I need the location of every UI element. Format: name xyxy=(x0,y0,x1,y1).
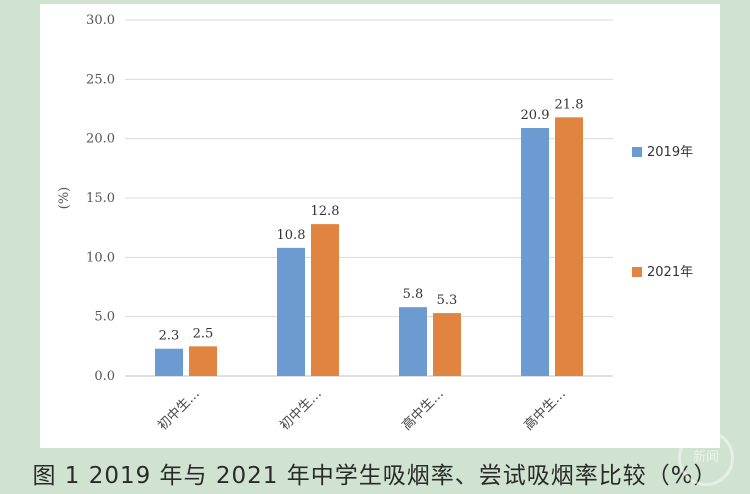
bar-series-2 xyxy=(189,346,217,376)
legend-label: 2021年 xyxy=(647,265,693,280)
watermark-logo: 新闻 xyxy=(678,430,734,486)
bar-series-2 xyxy=(555,117,583,376)
legend-swatch xyxy=(632,267,642,277)
plot-area: 0.0 5.0 10.0 15.0 20.0 25.0 30.0 (%) 2.3 2.5 初中生… 1… xyxy=(40,4,720,448)
x-category-label: 初中生… xyxy=(155,386,202,433)
data-label: 10.8 xyxy=(277,228,306,243)
y-tick-label: 20.0 xyxy=(86,132,115,147)
bar-series-2 xyxy=(311,224,339,376)
bar-series-1 xyxy=(155,348,183,376)
figure-caption: 图 1 2019 年与 2021 年中学生吸烟率、尝试吸烟率比较（%） xyxy=(32,463,718,489)
legend-label: 2019年 xyxy=(647,145,693,160)
y-axis-label: (%) xyxy=(57,187,72,210)
data-label: 5.3 xyxy=(437,293,458,308)
legend-swatch xyxy=(632,147,642,157)
bar-series-2 xyxy=(433,313,461,376)
y-tick-label: 10.0 xyxy=(86,250,115,265)
x-category-label: 高中生… xyxy=(521,386,569,434)
data-label: 5.8 xyxy=(403,287,424,302)
data-label: 12.8 xyxy=(311,204,340,219)
y-tick-label: 30.0 xyxy=(86,13,115,28)
data-label: 2.3 xyxy=(159,329,180,344)
bar-series-1 xyxy=(399,307,427,376)
y-tick-label: 5.0 xyxy=(94,310,115,325)
x-category-label: 初中生… xyxy=(277,386,324,433)
y-tick-label: 15.0 xyxy=(86,191,115,206)
y-tick-label: 0.0 xyxy=(94,369,115,384)
bar-series-1 xyxy=(521,127,549,376)
x-category-label: 高中生… xyxy=(399,386,447,434)
y-tick-label: 25.0 xyxy=(86,72,115,87)
data-label: 21.8 xyxy=(555,97,584,112)
data-label: 2.5 xyxy=(193,326,214,341)
bar-chart: 0.0 5.0 10.0 15.0 20.0 25.0 30.0 (%) 2.3 2.5 初中生… 1… xyxy=(57,13,693,434)
bar-series-1 xyxy=(277,247,305,376)
data-label: 20.9 xyxy=(521,108,550,123)
